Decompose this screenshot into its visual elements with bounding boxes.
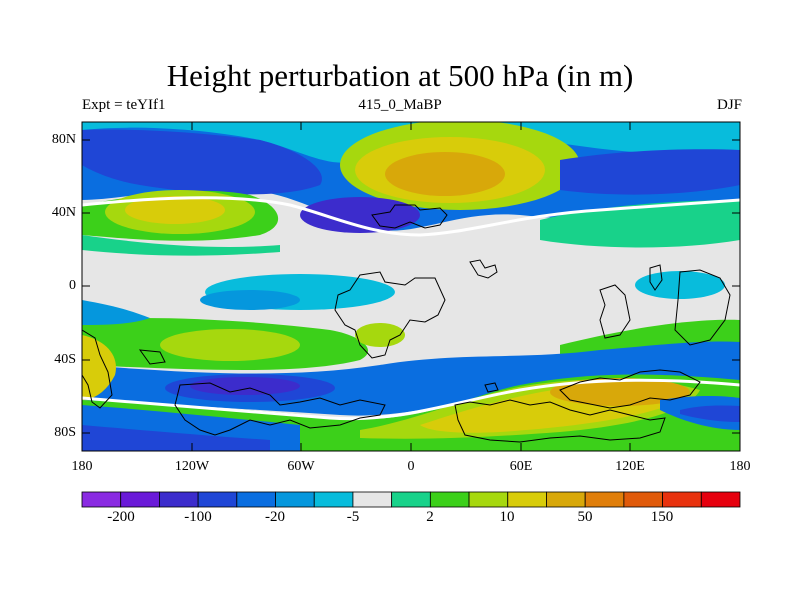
season-label: DJF	[716, 97, 742, 113]
experiment-label: Expt = teYIf1	[82, 97, 166, 113]
colorbar-swatch	[197, 491, 238, 508]
colorbar-swatch	[623, 491, 663, 508]
lon-label: 60E	[509, 459, 533, 474]
colorbar-label: -200	[107, 509, 135, 525]
lon-label: 180	[71, 459, 93, 474]
colorbar-swatch	[313, 491, 354, 508]
colorbar-swatch	[275, 491, 315, 508]
colorbar-swatch	[507, 491, 547, 508]
colorbar-swatch	[236, 491, 276, 508]
lon-label: 120E	[615, 459, 645, 474]
lon-label: 0	[407, 459, 415, 474]
colorbar-swatch	[120, 491, 160, 508]
colorbar	[81, 491, 741, 508]
colorbar-label: 50	[577, 509, 593, 525]
colorbar-swatch	[391, 491, 431, 508]
lat-label: 40S	[54, 352, 76, 367]
colorbar-label: 10	[499, 509, 515, 525]
colorbar-label: 2	[426, 509, 434, 525]
colorbar-label: -5	[346, 509, 360, 525]
lon-label: 120W	[174, 459, 210, 474]
lon-label: 180	[729, 459, 751, 474]
colorbar-swatch	[352, 491, 393, 508]
colorbar-label: -100	[184, 509, 212, 525]
contour-field	[82, 122, 740, 451]
colorbar-swatch	[429, 491, 470, 508]
plot-title: Height perturbation at 500 hPa (in m)	[166, 58, 634, 93]
lat-label: 80N	[51, 132, 76, 147]
lat-label: 80S	[54, 425, 76, 440]
colorbar-swatch	[700, 491, 741, 508]
colorbar-swatch	[546, 491, 586, 508]
colorbar-swatch	[159, 491, 199, 508]
lat-label: 0	[69, 278, 76, 293]
colorbar-label: -20	[265, 509, 285, 525]
lat-label: 40N	[51, 205, 76, 220]
colorbar-swatch	[81, 491, 122, 508]
colorbar-swatch	[662, 491, 702, 508]
colorbar-swatch	[468, 491, 509, 508]
colorbar-swatch	[584, 491, 625, 508]
lon-label: 60W	[287, 459, 315, 474]
colorbar-label: 150	[650, 509, 674, 525]
period-label: 415_0_MaBP	[358, 97, 442, 113]
